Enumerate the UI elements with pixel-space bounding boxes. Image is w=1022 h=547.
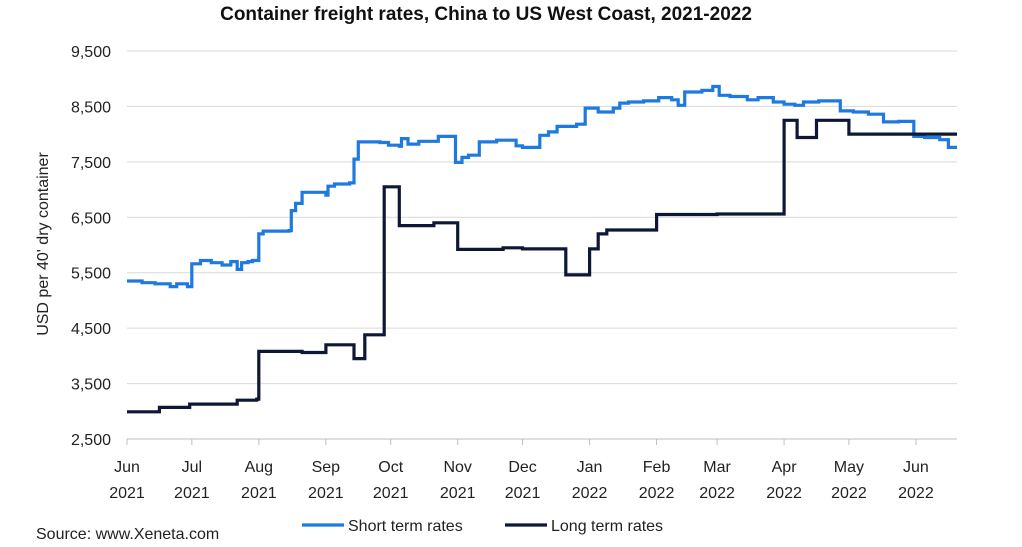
legend-label-1: Long term rates xyxy=(551,518,663,535)
legend-label-0: Short term rates xyxy=(348,518,463,535)
x-tick-year: 2021 xyxy=(109,485,145,502)
series xyxy=(127,84,957,414)
legend: Short term rates Long term rates xyxy=(302,518,663,535)
x-tick-label: May xyxy=(834,459,864,476)
y-tick-label: 8,500 xyxy=(71,99,111,116)
x-tick-label: Sep xyxy=(312,459,341,476)
x-tick-label: Apr xyxy=(772,459,798,476)
y-tick-label: 6,500 xyxy=(71,210,111,227)
x-tick-label: Dec xyxy=(508,459,536,476)
x-tick-year: 2021 xyxy=(505,485,541,502)
x-tick-year: 2021 xyxy=(440,485,476,502)
x-tick-year: 2021 xyxy=(241,485,277,502)
x-tick-label: Mar xyxy=(703,459,731,476)
x-tick-year: 2022 xyxy=(766,485,802,502)
x-tick-year: 2022 xyxy=(831,485,867,502)
x-tick-year: 2022 xyxy=(639,485,675,502)
source-note: Source: www.Xeneta.com xyxy=(36,526,219,543)
x-tick-label: Feb xyxy=(643,459,671,476)
y-tick-label: 2,500 xyxy=(71,432,111,449)
x-tick-label: Jun xyxy=(114,459,140,476)
x-tick-label: Oct xyxy=(378,459,403,476)
y-tick-label: 9,500 xyxy=(71,44,111,61)
x-tick-label: Nov xyxy=(443,459,471,476)
x-axis: Jun 2021 Jul 2021 Aug 2021 Sep 2021 Oct 2021 Nov 20… xyxy=(109,439,934,502)
y-tick-label: 3,500 xyxy=(71,377,111,394)
x-tick-year: 2021 xyxy=(373,485,409,502)
y-axis-label: USD per 40' dry container xyxy=(35,152,52,336)
x-tick-label: Jun xyxy=(903,459,929,476)
y-tick-label: 5,500 xyxy=(71,266,111,283)
y-tick-label: 7,500 xyxy=(71,155,111,172)
x-tick-year: 2022 xyxy=(898,485,934,502)
grid xyxy=(127,50,957,440)
y-tick-label: 4,500 xyxy=(71,321,111,338)
y-axis: 2,500 3,500 4,500 5,500 6,500 7,500 8,500 9,500 xyxy=(71,44,111,449)
series-line-1 xyxy=(127,118,957,414)
x-tick-year: 2021 xyxy=(308,485,344,502)
x-tick-year: 2022 xyxy=(699,485,735,502)
x-tick-label: Jan xyxy=(577,459,603,476)
x-tick-year: 2021 xyxy=(174,485,210,502)
x-tick-label: Aug xyxy=(245,459,273,476)
chart-title: Container freight rates, China to US Wes… xyxy=(220,4,752,25)
x-tick-year: 2022 xyxy=(572,485,608,502)
x-tick-label: Jul xyxy=(182,459,202,476)
series-line-0 xyxy=(127,84,957,289)
